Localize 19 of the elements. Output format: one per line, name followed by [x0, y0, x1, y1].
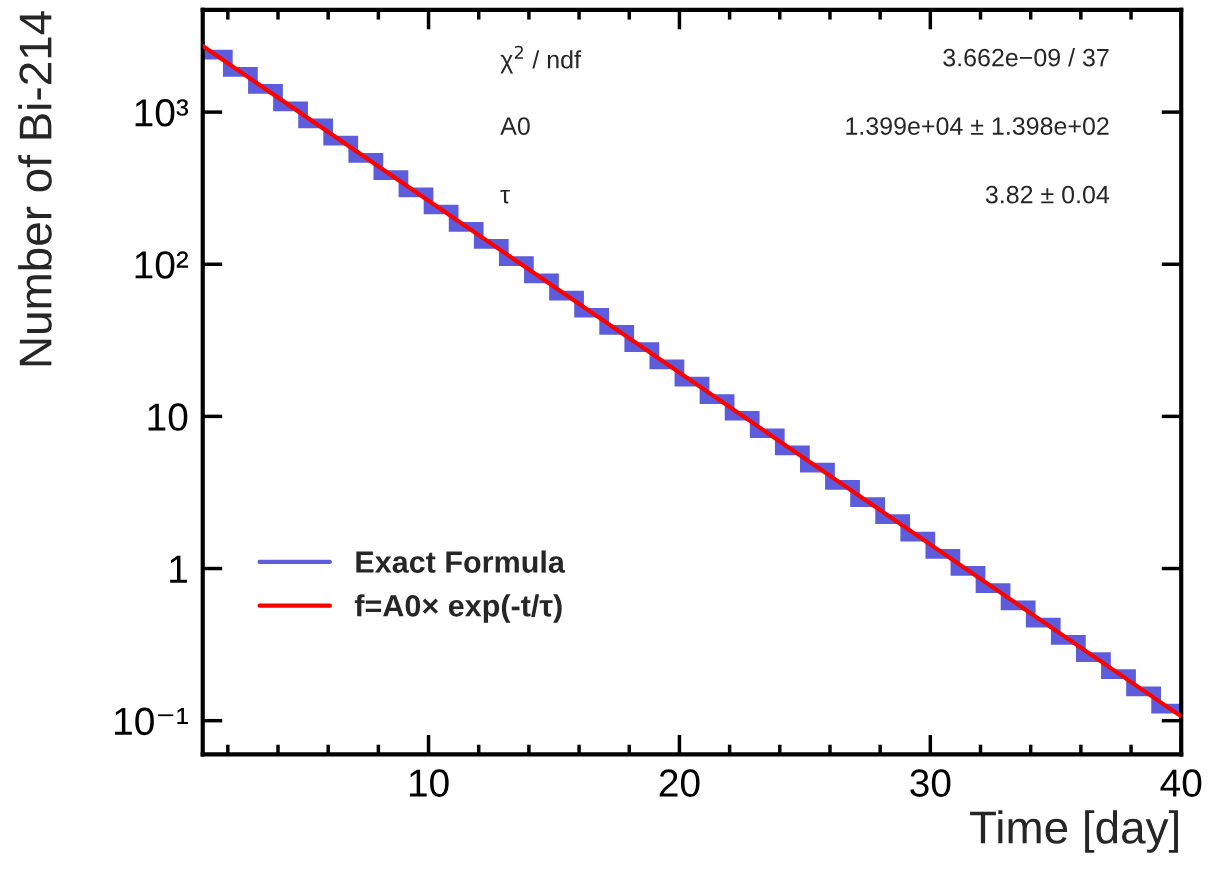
y-tick-label: 1	[170, 555, 187, 583]
y-tick-label: 10⁻¹	[115, 707, 188, 736]
x-tick-label: 20	[659, 769, 700, 797]
annotation: 3.82 ± 0.04	[985, 185, 1110, 204]
x-tick-label: 30	[910, 769, 951, 797]
legend-label: Exact Formula	[356, 550, 566, 573]
annotation: A0	[500, 117, 530, 135]
legend-label: f=A0× exp(-t/τ)	[354, 594, 562, 623]
annotation: χ$^{2}$ / ndf	[500, 45, 582, 74]
y-tick-label: 10²	[135, 251, 189, 279]
x-tick-label: 40	[1160, 769, 1202, 797]
y-tick-label: 10³	[135, 99, 189, 127]
annotation: 3.662e−09 / 37	[943, 48, 1109, 67]
annotation: τ	[500, 190, 510, 204]
x-axis-title: Time [day]	[970, 810, 1178, 853]
y-tick-label: 10	[148, 403, 188, 431]
x-tick-label: 10	[409, 769, 449, 797]
y-axis-title: Number of Bi-214	[18, 11, 52, 366]
annotation: 1.399e+04 ± 1.398e+02	[846, 117, 1109, 135]
